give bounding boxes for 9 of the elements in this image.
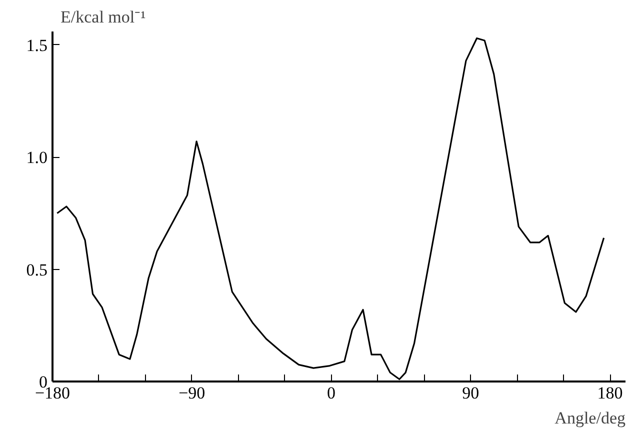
- x-tick-label: 0: [327, 384, 336, 402]
- x-tick-label: 90: [462, 384, 480, 402]
- x-tick-label: 180: [597, 384, 623, 402]
- y-axis-title: E/kcal mol⁻¹: [60, 8, 146, 26]
- x-axis-title: Angle/deg: [554, 408, 626, 428]
- x-tick-label: −90: [178, 384, 206, 402]
- y-tick-label: 1.0: [26, 148, 48, 168]
- y-tick-label: 1.5: [26, 36, 48, 55]
- y-tick-label: 0.5: [26, 260, 48, 280]
